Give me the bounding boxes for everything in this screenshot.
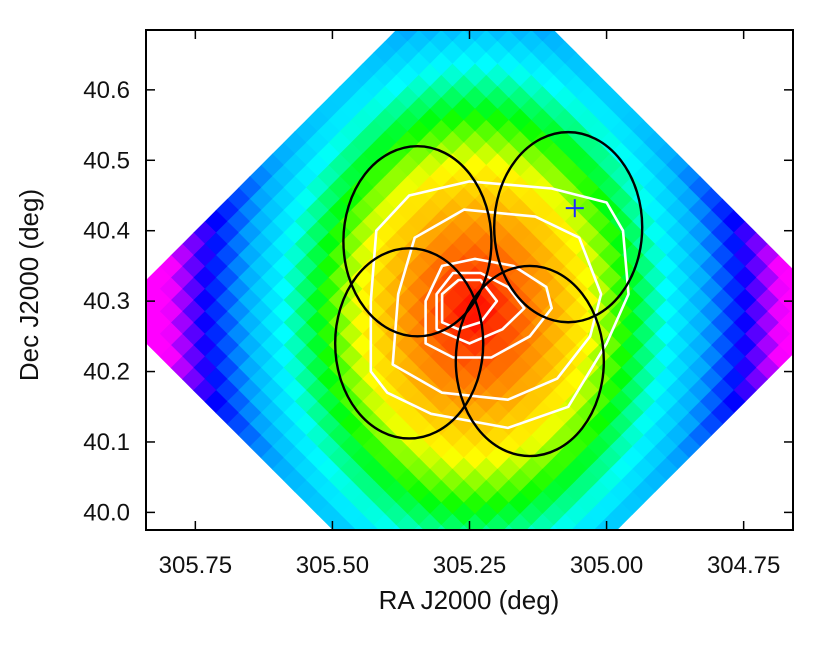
map-pixel (503, 525, 514, 530)
field-3-circle (333, 247, 485, 440)
contour-level-2 (391, 208, 603, 402)
map-pixel (436, 525, 447, 530)
map-pixel (571, 525, 582, 530)
map-pixel (508, 513, 532, 530)
y-tick-label: 40.3 (83, 288, 130, 315)
map-pixel (413, 525, 424, 530)
map-pixel (373, 513, 397, 530)
y-axis-label: Dec J2000 (deg) (14, 189, 44, 381)
source-cross (565, 199, 584, 218)
map-pixel (391, 525, 402, 530)
plot-area (146, 30, 793, 530)
x-tick-label: 305.25 (433, 552, 506, 579)
map-pixel (440, 513, 465, 530)
source-markers (565, 199, 584, 218)
map-pixel (553, 513, 577, 530)
map-pixel (575, 513, 600, 530)
map-pixel (350, 513, 375, 530)
field-2-circle (492, 130, 644, 324)
map-pixel (346, 525, 357, 530)
map-pixel (485, 513, 510, 530)
x-tick-label: 305.00 (570, 552, 643, 579)
axis-ticks: 305.75 305.50 305.25 305.00 304.75 40.0 40.1 40… (83, 30, 793, 579)
map-pixel (395, 513, 420, 530)
y-tick-label: 40.0 (83, 499, 130, 526)
x-axis-label: RA J2000 (deg) (379, 585, 560, 615)
field-circles (333, 130, 644, 458)
map-pixel (458, 525, 469, 530)
map-pixel (526, 525, 537, 530)
map-pixel (598, 513, 622, 530)
x-tick-label: 305.75 (159, 552, 232, 579)
map-pixel (418, 513, 442, 530)
contour-level-3 (424, 257, 554, 359)
map-pixel (530, 513, 555, 530)
map-pixel (593, 525, 604, 530)
intensity-contours (369, 180, 630, 430)
intensity-map (146, 30, 793, 530)
y-tick-label: 40.2 (83, 359, 130, 386)
map-pixel (481, 525, 492, 530)
y-tick-label: 40.6 (83, 77, 130, 104)
y-tick-label: 40.4 (83, 218, 130, 245)
contour-level-5 (440, 278, 499, 331)
y-tick-label: 40.1 (83, 429, 130, 456)
x-tick-label: 305.50 (296, 552, 369, 579)
field-1-circle (342, 144, 493, 338)
map-pixel (548, 525, 559, 530)
contour-level-1 (369, 180, 630, 430)
field-4-circle (454, 264, 606, 458)
x-tick-label: 304.75 (707, 552, 780, 579)
contour-level-4 (435, 271, 526, 345)
y-tick-label: 40.5 (83, 147, 130, 174)
map-pixel (368, 525, 379, 530)
